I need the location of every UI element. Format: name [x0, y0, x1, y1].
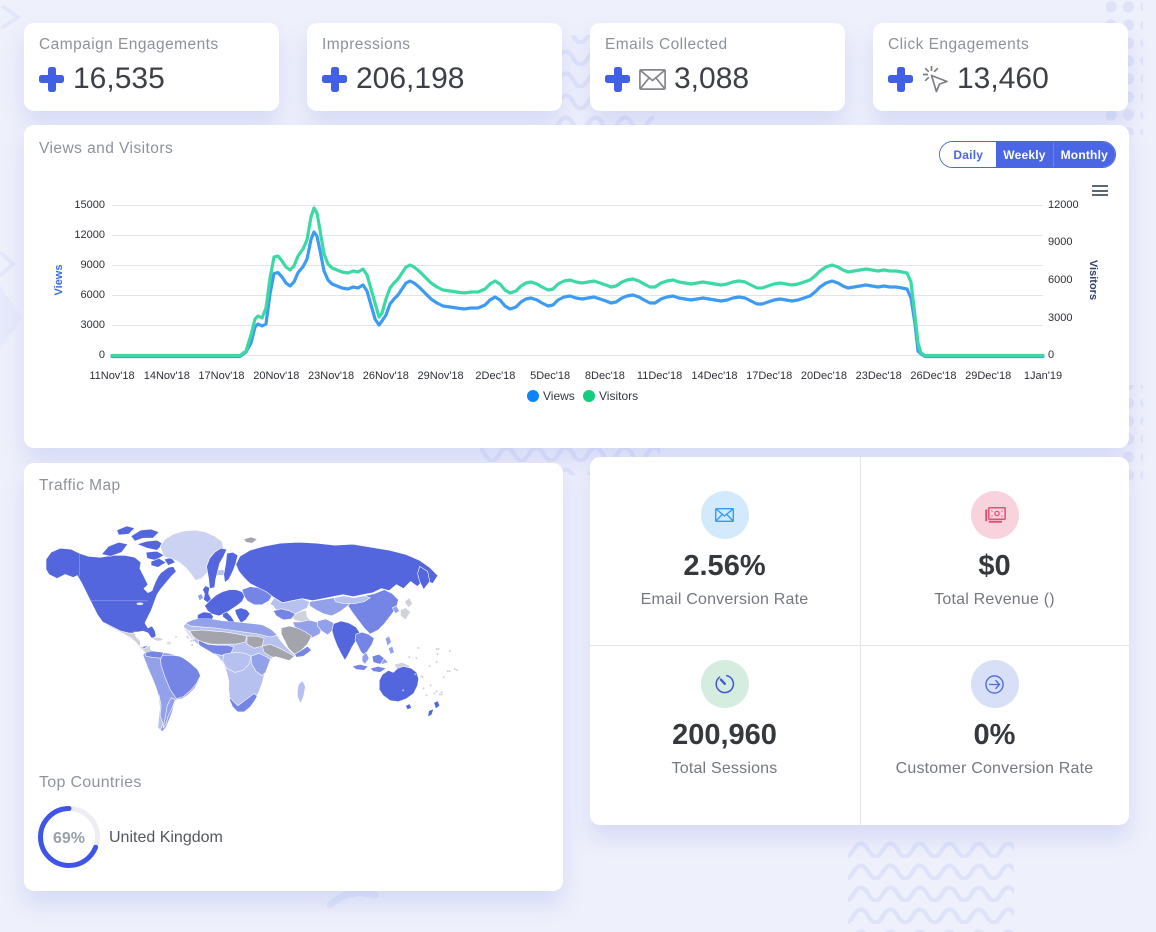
svg-text:29Dec'18: 29Dec'18: [965, 370, 1011, 382]
svg-text:8Dec'18: 8Dec'18: [585, 370, 625, 382]
svg-text:9000: 9000: [81, 259, 105, 271]
svg-text:0: 0: [99, 349, 105, 361]
svg-text:12000: 12000: [1048, 199, 1079, 211]
svg-text:26Nov'18: 26Nov'18: [363, 370, 409, 382]
svg-text:6000: 6000: [81, 289, 105, 301]
svg-text:3000: 3000: [81, 319, 105, 331]
svg-text:14Nov'18: 14Nov'18: [144, 370, 190, 382]
svg-text:20Dec'18: 20Dec'18: [801, 370, 847, 382]
svg-text:69%: 69%: [53, 830, 85, 847]
svg-text:11Nov'18: 11Nov'18: [89, 370, 134, 382]
svg-text:2Dec'18: 2Dec'18: [475, 370, 515, 382]
svg-text:5Dec'18: 5Dec'18: [530, 370, 570, 382]
svg-text:23Nov'18: 23Nov'18: [308, 370, 354, 382]
svg-text:9000: 9000: [1048, 236, 1072, 248]
svg-text:17Nov'18: 17Nov'18: [198, 370, 244, 382]
svg-text:0: 0: [1048, 349, 1054, 361]
svg-text:1Jan'19: 1Jan'19: [1024, 370, 1062, 382]
svg-text:26Dec'18: 26Dec'18: [910, 370, 956, 382]
svg-text:Views: Views: [53, 265, 65, 296]
svg-text:12000: 12000: [74, 229, 105, 241]
svg-text:3000: 3000: [1048, 312, 1072, 324]
svg-text:11Dec'18: 11Dec'18: [637, 370, 682, 382]
svg-text:23Dec'18: 23Dec'18: [856, 370, 902, 382]
svg-text:Visitors: Visitors: [1087, 260, 1099, 300]
svg-text:15000: 15000: [74, 199, 105, 211]
svg-text:14Dec'18: 14Dec'18: [691, 370, 737, 382]
svg-text:20Nov'18: 20Nov'18: [253, 370, 299, 382]
svg-text:Visitors: Visitors: [599, 389, 638, 403]
svg-text:17Dec'18: 17Dec'18: [746, 370, 792, 382]
svg-text:6000: 6000: [1048, 274, 1072, 286]
svg-text:Views: Views: [543, 389, 575, 403]
svg-text:29Nov'18: 29Nov'18: [418, 370, 464, 382]
